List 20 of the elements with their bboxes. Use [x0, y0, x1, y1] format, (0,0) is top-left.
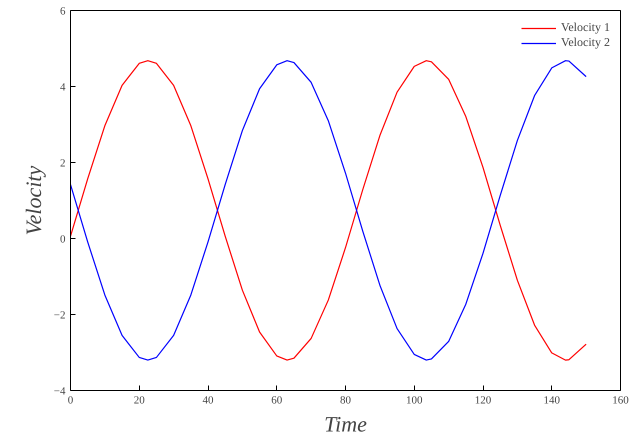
x-axis-title: Time: [324, 412, 368, 436]
y-axis-title: Velocity: [20, 165, 46, 236]
x-tick-label: 20: [134, 394, 146, 406]
x-tick-label: 120: [474, 394, 492, 406]
x-tick-label: 60: [271, 394, 283, 406]
y-tick-label: 6: [60, 6, 66, 18]
legend-label: Velocity 2: [561, 35, 610, 50]
y-tick-label: 4: [60, 82, 66, 94]
x-tick-label: 40: [202, 394, 214, 406]
y-tick-label: 2: [60, 158, 66, 170]
x-tick-label: 160: [612, 394, 630, 406]
y-tick-label: −4: [54, 386, 66, 398]
y-tick-label: 0: [60, 234, 66, 246]
y-tick-label: −2: [54, 310, 66, 322]
x-tick-label: 140: [544, 394, 560, 406]
line-series: [70, 60, 587, 361]
x-tick-label: 0: [68, 394, 74, 406]
x-tick-label: 80: [340, 394, 352, 406]
legend-label: Velocity 1: [561, 20, 610, 35]
x-tick-label: 100: [406, 394, 423, 406]
